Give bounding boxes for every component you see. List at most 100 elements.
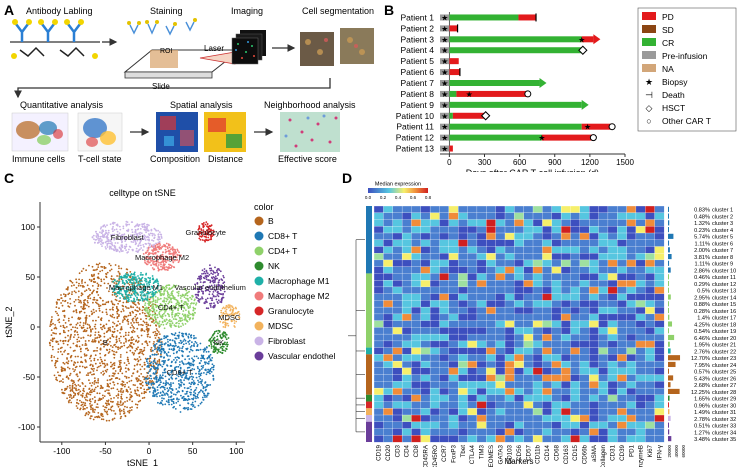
tsne-point (219, 287, 222, 289)
tsne-point (58, 307, 60, 310)
tsne-point (139, 380, 142, 382)
tsne-point (152, 362, 155, 365)
tsne-point (82, 406, 85, 408)
tsne-point (130, 341, 132, 344)
tsne-point (190, 348, 193, 351)
tsne-point (142, 294, 145, 297)
tsne-point (171, 249, 174, 251)
tsne-point (182, 363, 185, 366)
tsne-point (155, 393, 158, 396)
tsne-point (165, 242, 168, 245)
tsne-point (180, 301, 183, 303)
heatmap-cell (514, 354, 525, 362)
tsne-point (62, 310, 64, 313)
tsne-point (136, 363, 139, 365)
tsne-point (112, 387, 115, 389)
tsne-point (156, 297, 159, 299)
tsne-point (117, 283, 120, 285)
tsne-point (146, 296, 149, 299)
tsne-point (131, 221, 134, 223)
tsne-point (114, 293, 116, 295)
tsne-point (151, 353, 154, 356)
tsne-point (130, 391, 133, 394)
tsne-point (118, 289, 121, 292)
tsne-point (201, 297, 204, 300)
tsne-point (87, 297, 90, 300)
tsne-point (78, 345, 81, 348)
tsne-point (145, 323, 148, 326)
tsne-point (151, 304, 153, 306)
y-tick-label: 0 (30, 322, 35, 332)
tsne-point (119, 413, 122, 415)
tsne-point (158, 324, 161, 327)
tsne-point (95, 381, 98, 384)
heatmap-cell (448, 239, 459, 247)
tsne-point (217, 274, 219, 276)
tsne-point (146, 247, 149, 249)
tsne-point (210, 267, 213, 270)
tsne-point (127, 346, 130, 348)
heatmap-cell (532, 293, 543, 301)
heatmap-cell (401, 306, 412, 315)
heatmap-cell (514, 333, 525, 342)
tsne-point (174, 337, 177, 340)
tsne-point (182, 395, 185, 398)
tsne-point (122, 319, 124, 322)
tsne-point (60, 366, 63, 369)
tsne-point (104, 246, 107, 248)
tsne-point (230, 320, 233, 323)
tsne-point (117, 393, 120, 395)
x-tick-label: 900 (548, 158, 562, 167)
tsne-point (68, 396, 71, 399)
tsne-point (235, 307, 238, 310)
tsne-point (100, 326, 102, 329)
tsne-point (151, 252, 154, 255)
heatmap-cell (551, 219, 562, 227)
heatmap-cell (542, 347, 553, 355)
tsne-point (152, 282, 155, 285)
tsne-point (168, 396, 170, 398)
tsne-point (105, 419, 108, 422)
tsne-point (186, 369, 189, 372)
heatmap-cell (392, 327, 403, 335)
tsne-point (144, 279, 146, 282)
heatmap-cell (607, 219, 618, 227)
tsne-point (154, 295, 157, 298)
tsne-point (174, 318, 177, 320)
tsne-point (117, 265, 120, 267)
heatmap-cell (504, 280, 515, 288)
tsne-point (166, 338, 169, 341)
tsne-point (89, 372, 91, 374)
tsne-point (207, 231, 210, 234)
tsne-point (221, 279, 224, 282)
tsne-point (153, 395, 156, 398)
tsne-point (50, 354, 53, 357)
tsne-point (77, 336, 80, 339)
tsne-point (59, 350, 62, 353)
heatmap-cell (523, 232, 534, 241)
tsne-point (144, 312, 146, 315)
tsne-point (226, 313, 229, 316)
heatmap-cell (420, 246, 431, 254)
tsne-point (52, 322, 54, 325)
tsne-point (171, 258, 174, 261)
legend-dot (254, 246, 264, 256)
heatmap-cell (598, 333, 609, 342)
tsne-point (177, 345, 180, 348)
tsne-point (143, 388, 146, 391)
tsne-point (170, 348, 173, 351)
heatmap-cell (411, 266, 422, 274)
heatmap-cell (373, 340, 384, 349)
tsne-point (137, 324, 140, 326)
tsne-point (121, 280, 124, 282)
tsne-point (194, 293, 197, 296)
tsne-point (97, 406, 99, 409)
tsne-point (113, 364, 116, 367)
tsne-point (64, 293, 67, 296)
heatmap-cell (448, 367, 459, 375)
tsne-point (212, 281, 215, 284)
heatmap-cell (626, 239, 637, 247)
tsne-point (137, 400, 140, 403)
tsne-point (168, 358, 170, 361)
tsne-point (125, 220, 128, 223)
